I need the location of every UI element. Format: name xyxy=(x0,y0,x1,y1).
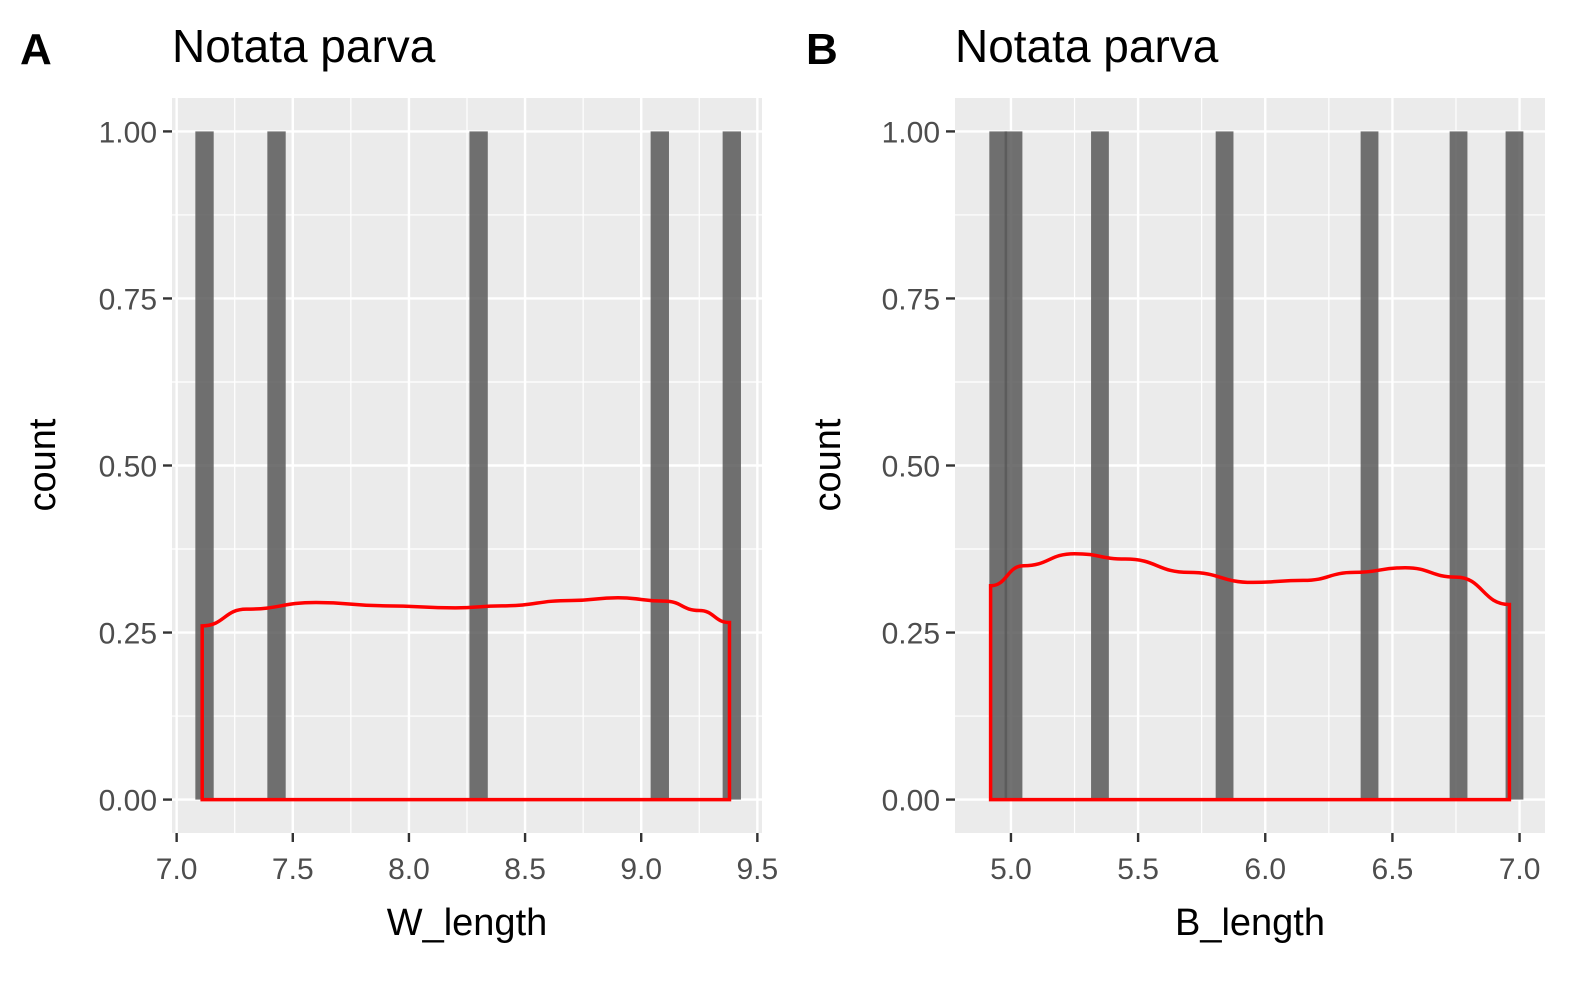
x-tick-label: 7.0 xyxy=(156,853,198,886)
histogram-bar xyxy=(1004,131,1023,800)
y-tick-label: 0.75 xyxy=(882,283,940,316)
histogram-bar xyxy=(195,131,214,800)
histogram-bars xyxy=(989,131,1524,800)
y-tick-label: 1.00 xyxy=(99,116,157,149)
histogram-bar xyxy=(469,131,488,800)
x-tick-label: 8.0 xyxy=(388,853,430,886)
histogram-bar xyxy=(1360,131,1379,800)
y-tick-label: 0.75 xyxy=(99,283,157,316)
y-axis-ticks: 0.00 0.25 0.50 0.75 1.00 xyxy=(99,116,172,818)
histogram-bar xyxy=(1091,131,1109,800)
x-axis-title: B_length xyxy=(1175,902,1325,944)
histogram-bar xyxy=(267,131,286,800)
histogram-bar xyxy=(650,131,669,800)
x-tick-label: 7.5 xyxy=(272,853,314,886)
x-tick-label: 8.5 xyxy=(504,853,546,886)
histogram-bar xyxy=(1449,131,1468,800)
y-axis-ticks: 0.00 0.25 0.50 0.75 1.00 xyxy=(882,116,955,818)
x-axis-ticks: 5.0 5.5 6.0 6.5 7.0 xyxy=(990,833,1540,886)
histogram-bar xyxy=(1215,131,1234,800)
y-tick-label: 1.00 xyxy=(882,116,940,149)
panel-tag: A xyxy=(20,25,52,74)
x-tick-label: 6.0 xyxy=(1244,853,1286,886)
x-tick-label: 5.5 xyxy=(1117,853,1159,886)
histogram-bar xyxy=(989,131,1008,800)
x-tick-label: 6.5 xyxy=(1372,853,1414,886)
panel-title: Notata parva xyxy=(955,20,1219,72)
y-axis-title: count xyxy=(22,418,64,511)
panel-a: A Notata parva 0.000.250.500.751.00 7.0 7… xyxy=(20,20,778,944)
panel-b: B Notata parva 0.000.250.500.751.00 5.0 5… xyxy=(806,20,1545,944)
density-curve xyxy=(988,551,1512,802)
density-curve xyxy=(200,596,732,802)
x-tick-label: 7.0 xyxy=(1499,853,1541,886)
y-tick-label: 0.00 xyxy=(882,785,940,818)
x-axis-ticks: 7.0 7.5 8.0 8.5 9.0 9.5 xyxy=(156,833,778,886)
x-axis-title: W_length xyxy=(387,902,548,944)
y-tick-label: 0.00 xyxy=(99,785,157,818)
y-axis-title: count xyxy=(807,418,849,511)
histogram-bars xyxy=(195,131,741,800)
panel-title: Notata parva xyxy=(172,20,436,72)
x-tick-label: 9.0 xyxy=(620,853,662,886)
histogram-bar xyxy=(722,131,741,800)
y-tick-label: 0.25 xyxy=(99,618,157,651)
x-tick-label: 5.0 xyxy=(990,853,1032,886)
y-tick-label: 0.50 xyxy=(882,451,940,484)
x-tick-label: 9.5 xyxy=(736,853,778,886)
y-tick-label: 0.25 xyxy=(882,618,940,651)
panel-tag: B xyxy=(806,25,838,74)
y-tick-label: 0.50 xyxy=(99,451,157,484)
